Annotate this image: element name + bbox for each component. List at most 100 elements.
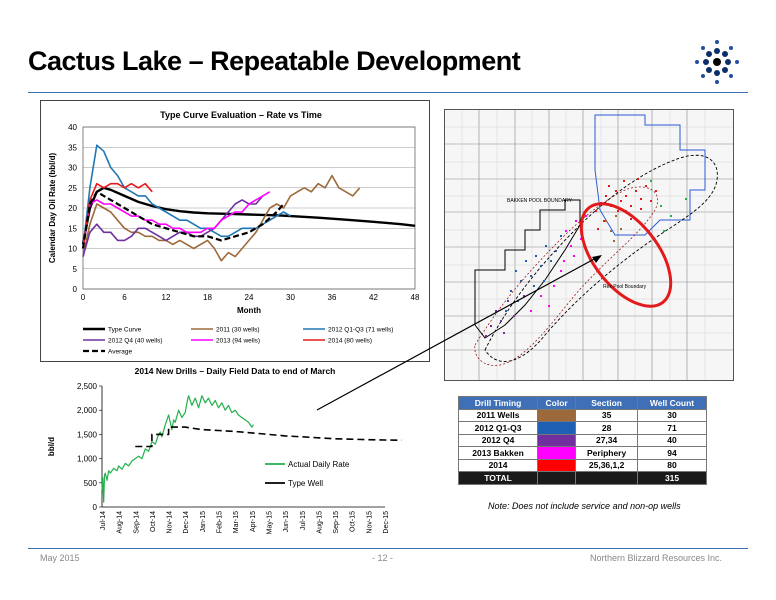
row-color-swatch — [537, 408, 577, 422]
x-tick-label: Dec-14 — [183, 511, 190, 534]
y-tick-label: 35 — [68, 143, 77, 152]
y-tick-label: 15 — [68, 224, 77, 233]
company-logo-icon — [695, 40, 739, 84]
y-tick-label: 40 — [68, 123, 77, 132]
series-line — [101, 395, 254, 503]
y-tick-label: 0 — [93, 503, 98, 512]
footer-divider — [28, 548, 748, 549]
y-tick-label: 5 — [73, 265, 78, 274]
x-tick-label: Aug-14 — [117, 511, 124, 534]
legend-label: 2013 (94 wells) — [216, 338, 260, 345]
chart-title: Type Curve Evaluation – Rate vs Time — [160, 110, 322, 120]
type-curve-chart-frame: Type Curve Evaluation – Rate vs Time 0 5 10… — [40, 100, 430, 362]
table-header-timing: Drill Timing — [457, 396, 539, 410]
field-map: BAKKEN POOL BOUNDARY Rex Pool Boundary — [444, 109, 734, 381]
x-axis-label: Month — [237, 306, 261, 315]
legend-label: Average — [108, 349, 132, 356]
series-line — [82, 182, 153, 249]
x-tick-label: 6 — [122, 293, 127, 302]
map-label-rex: Rex Pool Boundary — [603, 284, 647, 290]
x-tick-label: Jun-15 — [283, 511, 290, 533]
field-map-drawing: BAKKEN POOL BOUNDARY Rex Pool Boundary — [445, 110, 733, 380]
series-line — [82, 195, 264, 257]
x-tick-label: Apr-15 — [250, 511, 257, 532]
x-tick-label: Aug-15 — [316, 511, 323, 534]
table-header-count: Well Count — [637, 396, 707, 410]
legend-label: Type Curve — [108, 327, 142, 334]
series-line — [81, 186, 416, 245]
x-tick-label: 30 — [286, 293, 295, 302]
row-count: 71 — [637, 421, 707, 435]
x-tick-label: 18 — [203, 293, 212, 302]
row-count: 80 — [637, 458, 707, 472]
row-count: 94 — [637, 446, 707, 460]
series-line — [82, 144, 291, 249]
y-tick-label: 20 — [68, 204, 77, 213]
legend-label: 2012 Q1-Q3 (71 wells) — [328, 327, 393, 334]
row-color-swatch — [537, 421, 577, 435]
y-tick-label: 1,500 — [77, 430, 98, 439]
series-line — [82, 191, 271, 249]
y-tick-label: 0 — [73, 285, 78, 294]
title-divider — [28, 92, 748, 93]
table-total-row: TOTAL 315 — [457, 471, 707, 485]
y-axis-label: Calendar Day Oil Rate (bbl/d) — [48, 153, 57, 264]
y-tick-label: 10 — [68, 245, 77, 254]
series-line — [135, 426, 402, 448]
y-tick-label: 25 — [68, 184, 77, 193]
x-tick-label: Mar-15 — [233, 511, 240, 533]
table-header-section: Section — [575, 396, 639, 410]
row-timing: 2014 — [457, 458, 539, 472]
row-timing: 2013 Bakken — [457, 446, 539, 460]
plot-area — [82, 126, 416, 290]
daily-field-chart-frame: 2014 New Drills – Daily Field Data to en… — [40, 362, 428, 547]
series-line — [81, 190, 285, 249]
row-section: 28 — [575, 421, 639, 435]
x-tick-label: Sep-14 — [133, 511, 140, 534]
type-curve-chart: Type Curve Evaluation – Rate vs Time 0 5 10… — [48, 110, 420, 356]
row-count: 40 — [637, 433, 707, 447]
row-color-swatch — [537, 446, 577, 460]
x-tick-label: 12 — [162, 293, 171, 302]
row-section: Periphery — [575, 446, 639, 460]
row-timing: 2012 Q1-Q3 — [457, 421, 539, 435]
table-row: 2013 Bakken Periphery 94 — [457, 446, 707, 460]
slide-title: Cactus Lake – Repeatable Development — [28, 46, 521, 76]
total-count: 315 — [637, 471, 707, 485]
table-row: 2012 Q1-Q3 28 71 — [457, 421, 707, 435]
x-tick-label: 24 — [245, 293, 254, 302]
x-tick-label: 42 — [369, 293, 378, 302]
legend-label: Type Well — [288, 479, 323, 488]
map-label-bakken: BAKKEN POOL BOUNDARY — [507, 198, 573, 204]
table-header-color: Color — [537, 396, 577, 410]
total-label: TOTAL — [457, 471, 539, 485]
table-note: Note: Does not include service and non-o… — [488, 501, 681, 511]
x-tick-label: Sep-15 — [333, 511, 340, 534]
row-section: 25,36,1,2 — [575, 458, 639, 472]
legend-label: 2011 (30 wells) — [216, 327, 260, 334]
x-tick-label: Jul-14 — [100, 511, 107, 530]
x-tick-label: 0 — [81, 293, 86, 302]
x-tick-label: Nov-15 — [366, 511, 373, 534]
legend-label: 2012 Q4 (40 wells) — [108, 338, 163, 345]
well-count-table: Drill Timing Color Section Well Count 20… — [457, 396, 707, 485]
x-tick-label: Jan-15 — [200, 511, 207, 533]
x-tick-label: 36 — [328, 293, 337, 302]
table-row: 2012 Q4 27,34 40 — [457, 433, 707, 447]
chart-title: 2014 New Drills – Daily Field Data to en… — [135, 366, 336, 376]
y-tick-label: 2,500 — [77, 382, 98, 391]
y-axis-label: bbl/d — [47, 437, 56, 456]
daily-field-chart: 2014 New Drills – Daily Field Data to en… — [47, 366, 402, 534]
row-color-swatch — [537, 458, 577, 472]
y-tick-label: 1,000 — [77, 455, 98, 464]
row-timing: 2012 Q4 — [457, 433, 539, 447]
x-tick-label: Oct-14 — [150, 511, 157, 532]
x-tick-label: Dec-15 — [383, 511, 390, 534]
y-tick-label: 30 — [68, 164, 77, 173]
x-tick-label: 48 — [411, 293, 420, 302]
row-color-swatch — [537, 433, 577, 447]
x-tick-label: May-15 — [266, 511, 273, 534]
x-tick-label: Jul-15 — [300, 511, 307, 530]
y-tick-label: 500 — [84, 479, 98, 488]
legend-label: Actual Daily Rate — [288, 460, 350, 469]
